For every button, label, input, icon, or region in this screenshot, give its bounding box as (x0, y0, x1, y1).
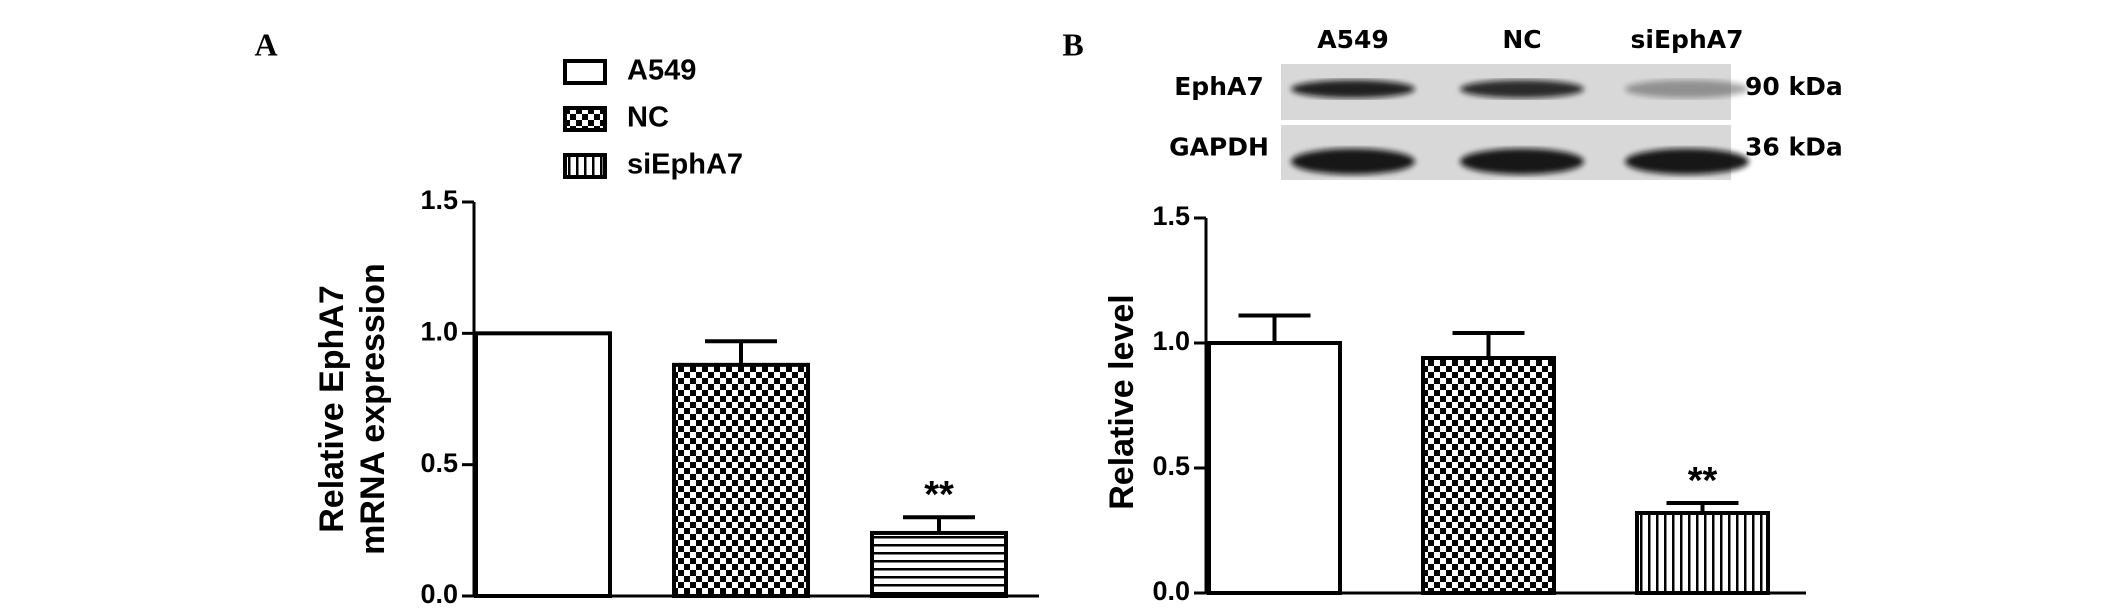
blot-lane-label: siEphA7 (1631, 25, 1744, 54)
y-tick-label: 1.5 (1152, 201, 1190, 231)
bar (1421, 356, 1556, 595)
y-axis-label: Relative EphA7 (313, 285, 351, 533)
blot-band (1625, 80, 1749, 98)
blot-size-label: 90 kDa (1745, 72, 1843, 101)
panel-label: A (254, 26, 277, 62)
error-bar (1666, 501, 1739, 513)
blot-row-label: EphA7 (1174, 72, 1264, 101)
blot-band (1625, 148, 1749, 175)
error-bar (903, 515, 975, 533)
legend-swatch (563, 106, 607, 132)
significance-mark: ** (1688, 460, 1718, 502)
bar (1207, 341, 1342, 595)
bar (474, 331, 612, 598)
error-bar (705, 339, 777, 365)
blot-size-label: 36 kDa (1745, 133, 1843, 162)
bar (672, 362, 810, 598)
y-tick-label: 0.0 (1152, 576, 1190, 606)
legend-label: A549 (627, 55, 696, 87)
y-tick-label: 1.5 (420, 185, 458, 215)
bar (870, 530, 1008, 599)
y-tick-label: 0.5 (1152, 451, 1190, 481)
legend-swatch (563, 153, 607, 179)
legend-label: siEphA7 (627, 149, 743, 181)
legend-label: NC (627, 102, 669, 134)
blot-band (1460, 80, 1584, 98)
blot-lane-label: NC (1502, 25, 1541, 54)
blot-row-label: GAPDH (1169, 133, 1269, 162)
y-axis-label: mRNA expression (354, 263, 392, 555)
blot-band (1460, 148, 1584, 175)
error-bar (1452, 331, 1525, 358)
y-axis-label: Relative level (1103, 294, 1141, 509)
y-tick-label: 0.5 (420, 448, 458, 478)
error-bar (1238, 313, 1311, 343)
blot-band (1291, 148, 1415, 175)
y-tick-label: 0.0 (420, 579, 458, 609)
y-tick-label: 1.0 (420, 316, 458, 346)
blot-band (1291, 80, 1415, 98)
blot-lane-label: A549 (1317, 25, 1389, 54)
bar (1635, 511, 1770, 595)
legend-swatch (563, 59, 607, 85)
panel-label: B (1062, 26, 1083, 62)
y-tick-label: 1.0 (1152, 326, 1190, 356)
significance-mark: ** (924, 474, 954, 516)
